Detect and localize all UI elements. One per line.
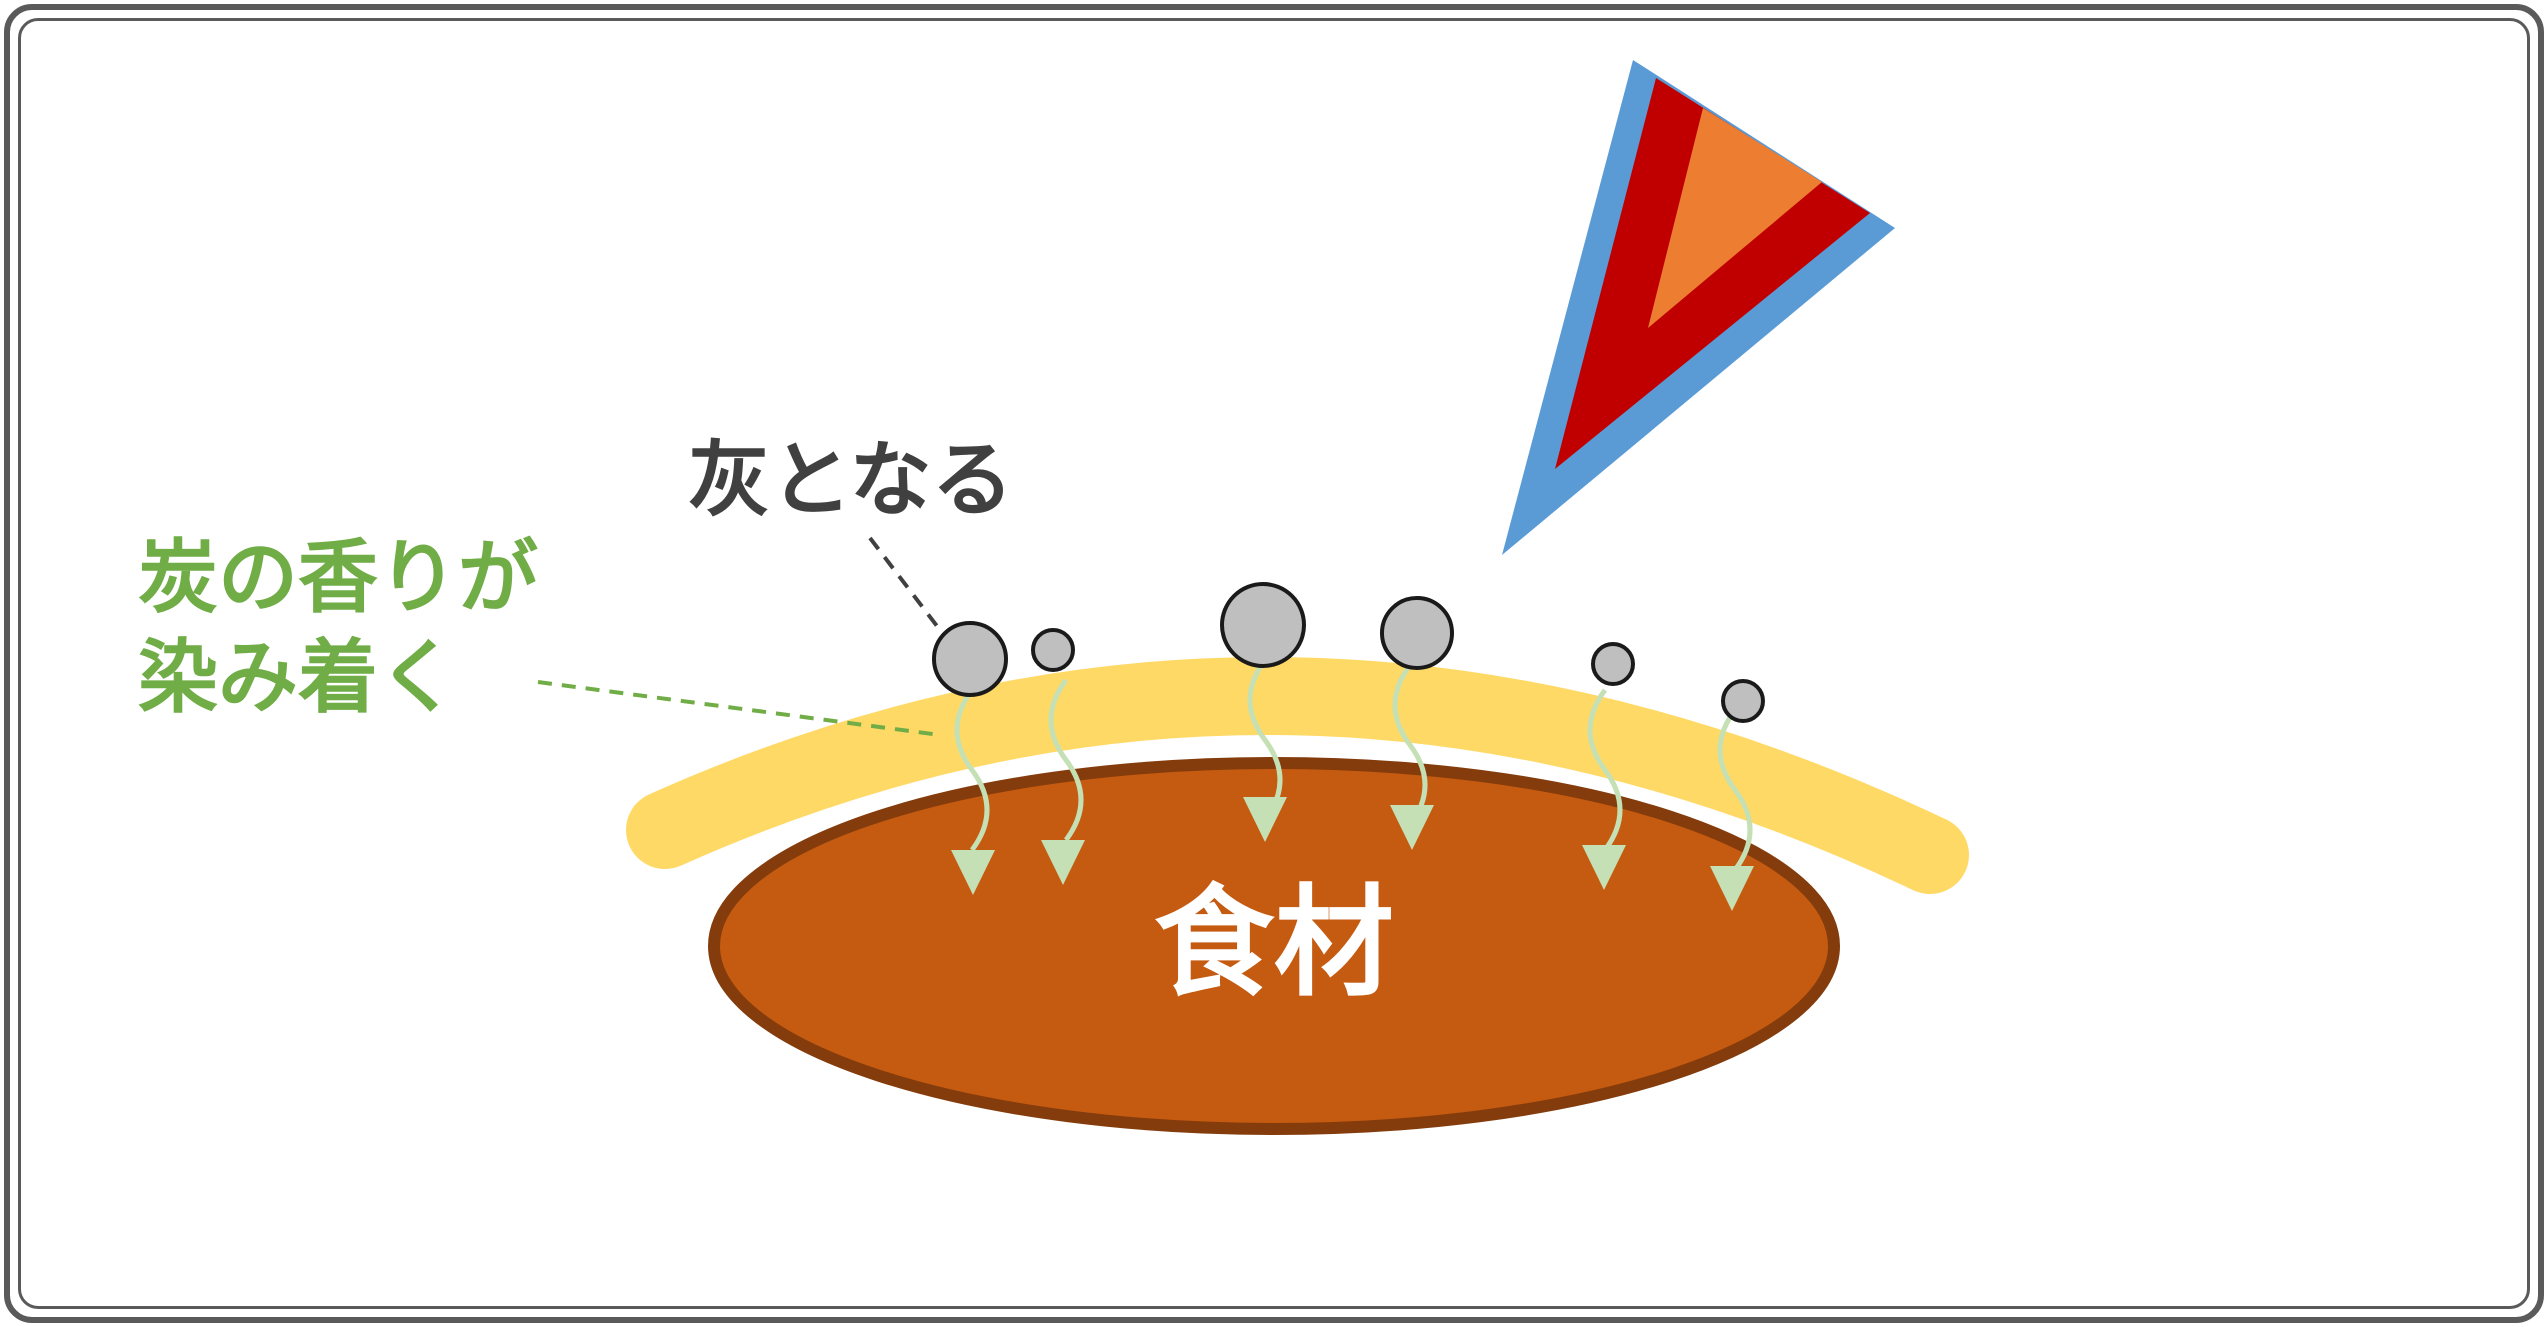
aroma-arrow-5 [1587,688,1623,852]
ash-particle-5 [1591,642,1635,686]
glaze-band [626,657,1969,894]
inner-frame [18,18,2530,1309]
ash-particle-6 [1721,679,1765,723]
aroma-arrowhead-6 [1710,866,1754,911]
aroma-arrow-3 [1247,658,1283,822]
aroma-arrows [954,658,1753,872]
ash-label: 灰となる [688,433,1014,528]
food-ellipse [708,757,1840,1135]
ash-leader-line [868,536,942,632]
ash-particle-1 [932,621,1008,697]
aroma-arrowhead-5 [1582,845,1626,890]
aroma-label-line2: 染み着く [138,631,458,724]
ash-particle-2 [1031,628,1075,672]
food-label: 食材 [1154,874,1394,1013]
fan-icon [1502,60,1895,555]
food-item: 食材 [708,757,1840,1135]
outer-frame [4,4,2544,1323]
aroma-arrowhead-4 [1390,805,1434,850]
aroma-arrowhead-1 [951,850,995,895]
ash-particle-4 [1380,596,1454,670]
aroma-arrowhead-2 [1041,840,1085,885]
aroma-arrow-4 [1392,663,1428,827]
aroma-leader-line [537,680,941,737]
fan-inner-orange [1648,108,1822,328]
aroma-arrowhead-3 [1243,797,1287,842]
aroma-arrow-6 [1717,708,1753,872]
aroma-arrow-1 [954,688,990,852]
aroma-label-line1: 炭の香りが [138,531,538,624]
ash-particle-3 [1220,582,1306,668]
ash-particles [932,582,1765,723]
aroma-arrow-2 [1048,678,1084,842]
aroma-arrowheads [951,797,1754,911]
